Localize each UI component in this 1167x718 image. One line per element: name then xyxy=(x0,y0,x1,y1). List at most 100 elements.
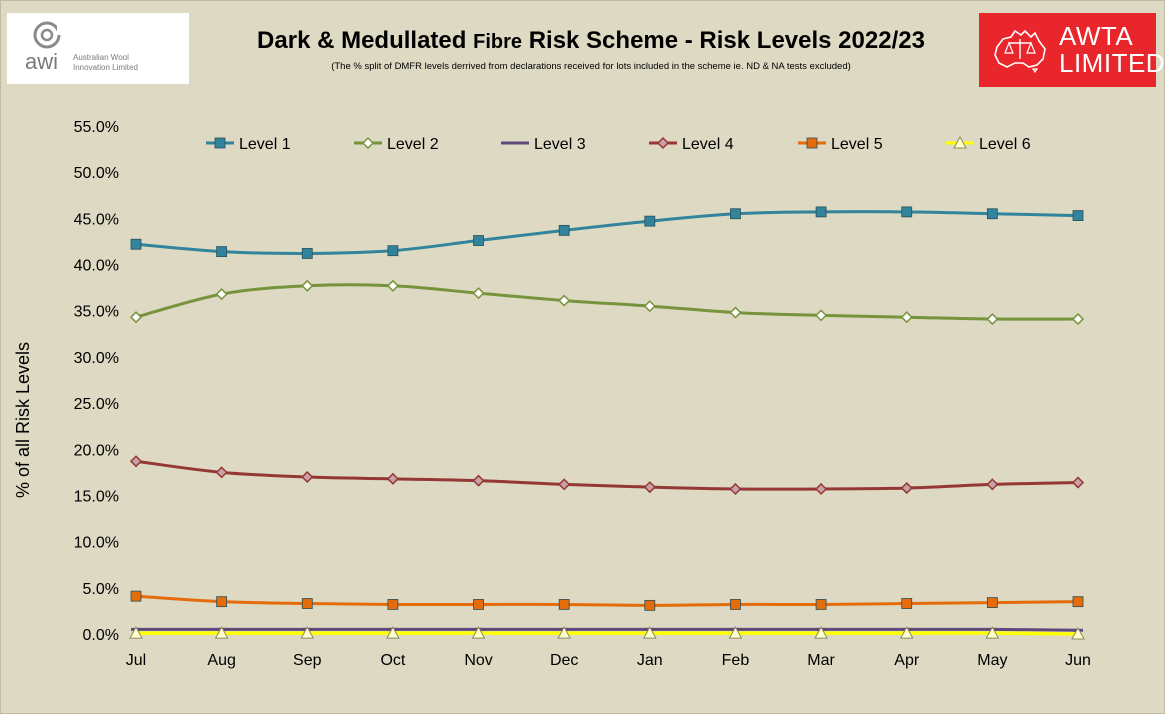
legend-marker xyxy=(214,137,226,149)
awta-logo: AWTA LIMITED xyxy=(979,13,1165,87)
y-tick-label: 0.0% xyxy=(83,627,119,644)
data-point-level-5 xyxy=(216,596,228,608)
data-point-level-6 xyxy=(471,626,486,639)
title-part-1: Dark & Medullated xyxy=(257,27,467,54)
awta-logo-text: AWTA LIMITED xyxy=(1059,21,1166,78)
x-tick-label: Jan xyxy=(637,652,663,669)
data-point-level-6 xyxy=(899,626,914,639)
legend-label: Level 5 xyxy=(831,136,883,153)
x-tick-label: Dec xyxy=(550,652,578,669)
x-tick-label: Sep xyxy=(293,652,322,669)
y-tick-label: 5.0% xyxy=(83,581,119,598)
x-tick-label: Oct xyxy=(380,652,405,669)
data-point-level-2 xyxy=(815,309,828,322)
y-tick-label: 55.0% xyxy=(74,119,119,136)
data-point-level-5 xyxy=(986,597,998,608)
legend-label: Level 2 xyxy=(387,136,439,153)
data-point-level-1 xyxy=(473,235,484,246)
data-point-level-5 xyxy=(473,599,484,610)
legend-label: Level 3 xyxy=(534,136,586,153)
data-point-level-2 xyxy=(1071,312,1085,326)
title-part-2: Fibre xyxy=(473,31,523,53)
series-line-level-1 xyxy=(135,210,1079,255)
data-point-level-6 xyxy=(1071,626,1085,640)
data-point-level-1 xyxy=(986,208,998,220)
data-point-level-4 xyxy=(643,481,656,494)
australia-map-icon xyxy=(994,29,1046,73)
data-point-level-6 xyxy=(129,626,143,639)
x-tick-label: Nov xyxy=(464,652,492,669)
data-point-level-4 xyxy=(986,478,999,491)
data-point-level-2 xyxy=(558,294,571,307)
data-point-level-4 xyxy=(1071,476,1085,489)
y-tick-label: 35.0% xyxy=(74,304,119,321)
data-point-level-2 xyxy=(215,288,228,301)
data-point-level-6 xyxy=(728,626,743,639)
data-point-level-2 xyxy=(301,279,314,292)
data-point-level-4 xyxy=(386,472,399,485)
title-part-3: Risk Scheme - Risk Levels 2022/23 xyxy=(528,27,925,54)
data-point-level-2 xyxy=(643,300,656,313)
data-point-level-4 xyxy=(558,478,571,491)
legend-label: Level 1 xyxy=(239,136,291,153)
data-point-level-1 xyxy=(301,248,313,259)
x-tick-label: May xyxy=(977,652,1007,669)
data-point-level-4 xyxy=(729,482,742,496)
series-line-level-4 xyxy=(135,459,1079,491)
data-point-level-6 xyxy=(557,626,572,639)
data-point-level-5 xyxy=(1072,596,1084,608)
x-tick-label: Jul xyxy=(126,652,146,669)
data-point-level-4 xyxy=(900,482,913,495)
y-tick-label: 20.0% xyxy=(74,442,119,459)
data-point-level-2 xyxy=(729,306,742,319)
data-point-level-5 xyxy=(558,599,570,610)
data-point-level-6 xyxy=(814,626,828,639)
y-tick-label: 10.0% xyxy=(74,535,119,552)
y-tick-label: 45.0% xyxy=(74,211,119,228)
data-point-level-4 xyxy=(472,474,485,487)
data-point-level-1 xyxy=(644,215,656,227)
data-point-level-1 xyxy=(130,238,142,250)
series-line-level-6 xyxy=(136,631,1079,636)
series-line-level-2 xyxy=(135,283,1079,321)
data-point-level-1 xyxy=(387,245,399,257)
series-line-level-5 xyxy=(135,594,1079,607)
data-point-level-1 xyxy=(558,224,570,236)
awi-logo-name: Australian Wool Innovation Limited xyxy=(73,53,138,72)
y-tick-label: 30.0% xyxy=(74,350,119,367)
data-point-level-1 xyxy=(901,206,913,218)
y-tick-label: 25.0% xyxy=(74,396,119,413)
data-point-level-2 xyxy=(900,311,913,324)
x-tick-label: Mar xyxy=(807,652,835,669)
data-point-level-1 xyxy=(1072,210,1084,221)
data-point-level-5 xyxy=(301,598,313,609)
awi-logo-mark xyxy=(33,21,71,49)
data-point-level-6 xyxy=(985,626,1000,639)
data-point-level-6 xyxy=(214,626,229,639)
y-tick-label: 40.0% xyxy=(74,258,119,275)
y-tick-label: 50.0% xyxy=(74,165,119,182)
data-point-level-2 xyxy=(386,279,399,292)
legend-marker xyxy=(953,135,967,149)
chart-subtitle: (The % split of DMFR levels derrived fro… xyxy=(331,61,851,72)
y-axis-title: % of all Risk Levels xyxy=(13,342,33,498)
x-tick-label: Aug xyxy=(207,652,235,669)
data-point-level-6 xyxy=(642,626,657,639)
chart-title: Dark & Medullated Fibre Risk Scheme - Ri… xyxy=(201,27,981,55)
x-tick-label: Apr xyxy=(894,652,920,669)
data-point-level-1 xyxy=(730,208,741,220)
data-point-level-4 xyxy=(301,470,314,484)
legend-label: Level 4 xyxy=(682,136,734,153)
data-point-level-5 xyxy=(730,599,741,610)
data-point-level-4 xyxy=(129,455,143,468)
data-point-level-4 xyxy=(815,482,828,496)
data-point-level-6 xyxy=(386,626,400,639)
data-point-level-4 xyxy=(215,466,228,479)
data-point-level-2 xyxy=(129,311,143,324)
awi-logo-short: awi xyxy=(25,49,59,74)
data-point-level-1 xyxy=(815,206,827,218)
awi-logo: awi Australian Wool Innovation Limited xyxy=(7,13,189,84)
data-point-level-5 xyxy=(901,598,913,609)
